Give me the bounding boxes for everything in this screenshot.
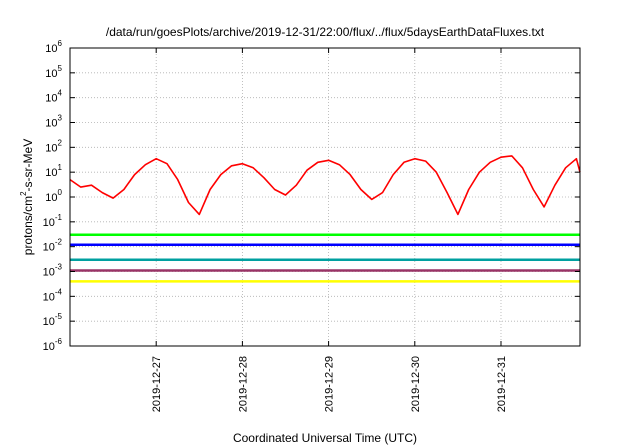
chart-title: /data/run/goesPlots/archive/2019-12-31/2… [106, 25, 545, 39]
y-tick-base: 10 [45, 68, 57, 80]
series-layer [69, 155, 581, 283]
y-tick-base: 10 [43, 341, 55, 353]
y-tick-base: 10 [45, 167, 57, 179]
y-tick-exponent: 0 [58, 188, 63, 197]
y-axis-label-base: protons/cm [21, 196, 35, 255]
y-tick-label: 103 [45, 114, 62, 130]
grid-lines [70, 48, 580, 346]
y-axis-label: protons/cm2-s-sr-MeV [19, 139, 35, 255]
y-tick-exponent: 1 [58, 163, 63, 172]
y-tick-base: 10 [43, 316, 55, 328]
y-axis-ticks: 10-610-510-410-310-210-11001011021031041… [43, 39, 580, 353]
y-tick-base: 10 [45, 43, 57, 55]
y-tick-exponent: 6 [58, 39, 63, 48]
y-tick-label: 100 [45, 188, 62, 204]
x-tick-label: 2019-12-30 [410, 356, 422, 412]
y-tick-label: 10-3 [43, 263, 63, 279]
y-tick-label: 106 [45, 39, 62, 55]
x-tick-label: 2019-12-31 [496, 356, 508, 412]
x-tick-label: 2019-12-28 [237, 356, 249, 412]
x-tick-label: 2019-12-29 [324, 356, 336, 412]
x-axis-label: Coordinated Universal Time (UTC) [233, 431, 417, 445]
y-tick-label: 10-4 [43, 287, 63, 303]
y-tick-exponent: -2 [55, 238, 63, 247]
y-tick-exponent: -5 [55, 312, 63, 321]
y-tick-exponent: -4 [55, 287, 63, 296]
series-line [69, 155, 581, 216]
y-tick-label: 105 [45, 64, 62, 80]
y-tick-base: 10 [43, 267, 55, 279]
y-tick-exponent: 2 [58, 138, 63, 147]
y-tick-exponent: 3 [58, 114, 63, 123]
x-tick-label: 2019-12-27 [151, 356, 163, 412]
y-tick-base: 10 [45, 192, 57, 204]
y-tick-label: 102 [45, 138, 62, 154]
y-tick-base: 10 [43, 242, 55, 254]
y-tick-exponent: 5 [58, 64, 63, 73]
y-tick-base: 10 [43, 217, 55, 229]
y-tick-exponent: -6 [55, 337, 63, 346]
y-tick-label: 10-1 [43, 213, 63, 229]
y-tick-base: 10 [45, 93, 57, 105]
y-tick-exponent: 4 [58, 89, 63, 98]
y-tick-exponent: -1 [55, 213, 63, 222]
y-tick-label: 10-2 [43, 238, 63, 254]
y-tick-base: 10 [45, 118, 57, 130]
y-tick-exponent: -3 [55, 263, 63, 272]
y-tick-label: 104 [45, 89, 62, 105]
y-tick-label: 10-6 [43, 337, 63, 353]
y-tick-base: 10 [43, 291, 55, 303]
y-axis-label-sup: 2 [19, 191, 28, 196]
y-tick-label: 10-5 [43, 312, 63, 328]
y-axis-label-rest: -s-sr-MeV [21, 139, 35, 192]
y-tick-label: 101 [45, 163, 62, 179]
y-tick-base: 10 [45, 142, 57, 154]
x-axis-ticks: 2019-12-27 2019-12-28 2019-12-29 2019-12-30… [151, 48, 508, 412]
